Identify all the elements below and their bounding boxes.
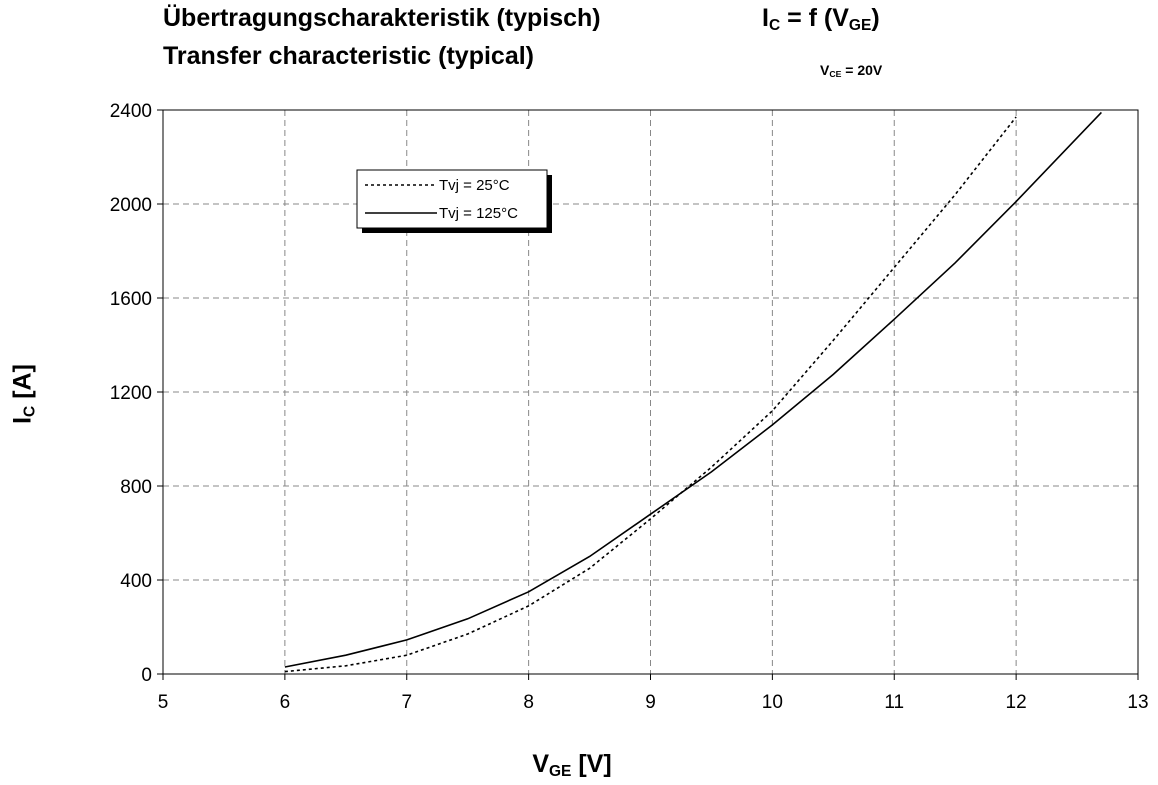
legend-label: Tvj = 125°C [439,205,518,222]
y-tick-label: 1600 [110,289,152,310]
chart-title-german: Übertragungscharakteristik (typisch) [163,4,601,32]
chart-title-english: Transfer characteristic (typical) [163,42,534,70]
x-tick-label: 10 [762,692,783,713]
x-tick-label: 12 [1006,692,1027,713]
x-axis-label-part: [V] [571,750,612,778]
x-axis-label: VGE [V] [532,750,611,781]
y-tick-label: 400 [120,571,152,592]
series-line-tvj-25c [284,116,1017,673]
x-axis-label-part: V [532,750,549,778]
chart-formula: IC = f (VGE) [762,4,880,35]
condition-part: = 20V [841,62,883,78]
y-tick-label: 800 [120,477,152,498]
y-tick-label: 2000 [110,195,152,216]
formula-subscript: GE [848,16,872,34]
condition-subscript: CE [829,69,842,80]
test-condition: VCE = 20V [820,62,882,79]
x-tick-label: 6 [280,692,291,713]
formula-subscript: C [768,16,781,34]
x-tick-label: 11 [884,692,904,713]
y-tick-label: 2400 [110,101,152,122]
legend-box [356,169,548,229]
x-tick-label: 9 [645,692,656,713]
x-axis-label-subscript: GE [549,762,572,780]
y-tick-label: 0 [141,665,152,686]
x-tick-label: 13 [1127,692,1148,713]
condition-part: V [820,62,830,78]
formula-part: I [762,4,769,32]
formula-part: ) [871,4,880,32]
x-tick-label: 8 [523,692,534,713]
y-tick-label: 1200 [110,383,152,404]
x-tick-label: 7 [401,692,412,713]
series-line-tvj-125c [284,111,1102,668]
legend-label: Tvj = 25°C [439,177,510,194]
formula-part: = f (V [780,4,849,32]
x-tick-label: 5 [158,692,169,713]
